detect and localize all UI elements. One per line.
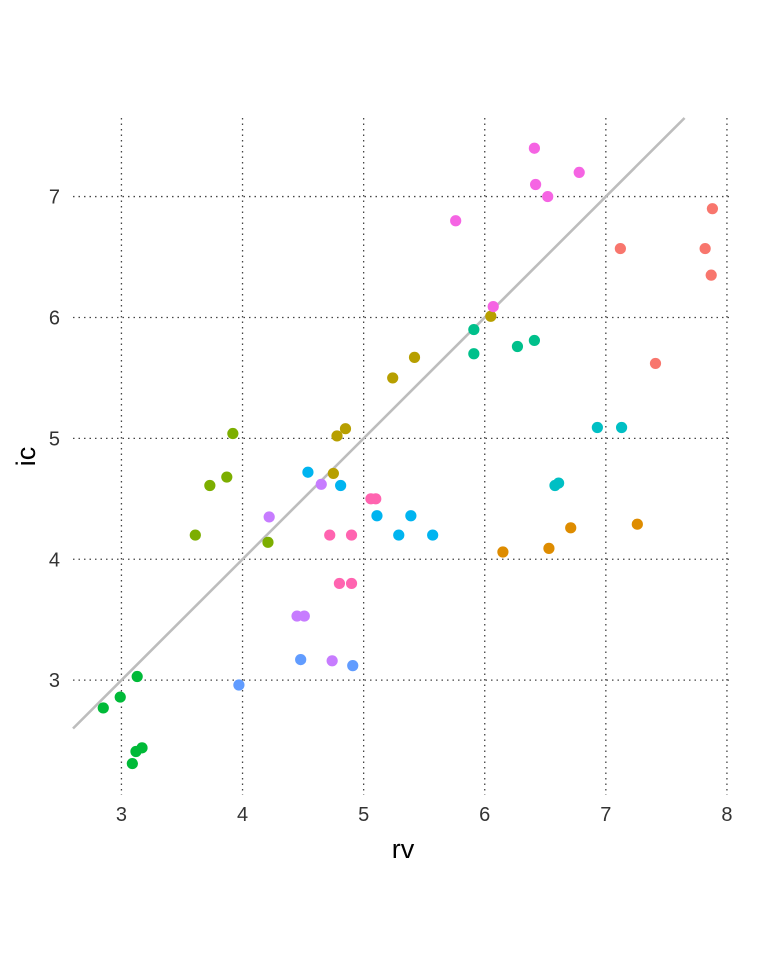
y-tick-label: 3 bbox=[49, 670, 60, 692]
x-tick-label: 4 bbox=[237, 804, 248, 826]
data-points bbox=[97, 142, 719, 770]
data-point bbox=[339, 423, 352, 435]
data-point bbox=[298, 610, 310, 622]
data-point bbox=[204, 479, 216, 492]
data-point bbox=[485, 310, 497, 322]
data-point bbox=[371, 510, 383, 522]
data-point bbox=[126, 757, 138, 770]
y-axis-title: ic bbox=[11, 447, 41, 467]
data-point bbox=[345, 577, 358, 590]
data-point bbox=[543, 542, 555, 554]
data-point bbox=[528, 334, 540, 347]
y-tick-label: 4 bbox=[49, 549, 60, 571]
data-point bbox=[511, 340, 524, 353]
data-point bbox=[450, 215, 462, 227]
data-point bbox=[393, 529, 405, 541]
data-point bbox=[591, 421, 603, 434]
data-point bbox=[497, 546, 509, 558]
data-point bbox=[706, 203, 719, 215]
data-point bbox=[542, 190, 554, 203]
data-point bbox=[468, 348, 480, 360]
data-point bbox=[427, 529, 439, 541]
data-point bbox=[333, 577, 346, 590]
x-tick-label: 8 bbox=[721, 804, 732, 826]
data-point bbox=[387, 372, 399, 384]
y-axis-ticks: 3 4 5 6 7 bbox=[49, 187, 60, 693]
data-point bbox=[262, 536, 274, 548]
data-point bbox=[408, 351, 421, 363]
data-point bbox=[699, 242, 711, 255]
x-tick-label: 5 bbox=[358, 804, 369, 826]
data-point bbox=[370, 493, 382, 505]
reference-line bbox=[72, 117, 686, 730]
data-point bbox=[227, 427, 239, 440]
data-point bbox=[573, 166, 585, 179]
data-point bbox=[705, 269, 717, 281]
data-point bbox=[331, 430, 343, 442]
data-point bbox=[335, 479, 347, 492]
data-point bbox=[295, 654, 307, 666]
data-point bbox=[631, 518, 643, 530]
y-tick-label: 7 bbox=[49, 187, 60, 209]
data-point bbox=[233, 679, 245, 691]
data-point bbox=[114, 691, 126, 703]
data-point bbox=[530, 178, 542, 191]
data-point bbox=[136, 742, 148, 754]
x-tick-label: 7 bbox=[600, 804, 611, 826]
x-tick-label: 3 bbox=[116, 804, 127, 826]
grid-lines bbox=[73, 118, 733, 795]
data-point bbox=[221, 471, 233, 483]
data-point bbox=[315, 478, 327, 490]
data-point bbox=[468, 323, 480, 336]
data-point bbox=[263, 511, 275, 523]
data-point bbox=[97, 702, 109, 714]
y-tick-label: 6 bbox=[49, 307, 60, 329]
data-point bbox=[327, 467, 339, 480]
x-axis-ticks: 3 4 5 6 7 8 bbox=[116, 804, 733, 826]
data-point bbox=[347, 660, 359, 672]
data-point bbox=[405, 510, 417, 522]
data-point bbox=[189, 529, 201, 541]
data-point bbox=[302, 466, 314, 478]
data-point bbox=[131, 670, 143, 683]
data-point bbox=[565, 522, 577, 534]
x-axis-title: rv bbox=[392, 834, 415, 864]
x-tick-label: 6 bbox=[479, 804, 490, 826]
data-point bbox=[649, 357, 662, 370]
data-point bbox=[528, 142, 540, 154]
data-point bbox=[324, 529, 336, 541]
data-point bbox=[553, 477, 565, 489]
data-point bbox=[615, 421, 628, 434]
data-point bbox=[614, 242, 626, 255]
data-point bbox=[345, 529, 358, 541]
y-tick-label: 5 bbox=[49, 428, 60, 450]
data-point bbox=[487, 300, 499, 313]
data-point bbox=[326, 655, 338, 667]
